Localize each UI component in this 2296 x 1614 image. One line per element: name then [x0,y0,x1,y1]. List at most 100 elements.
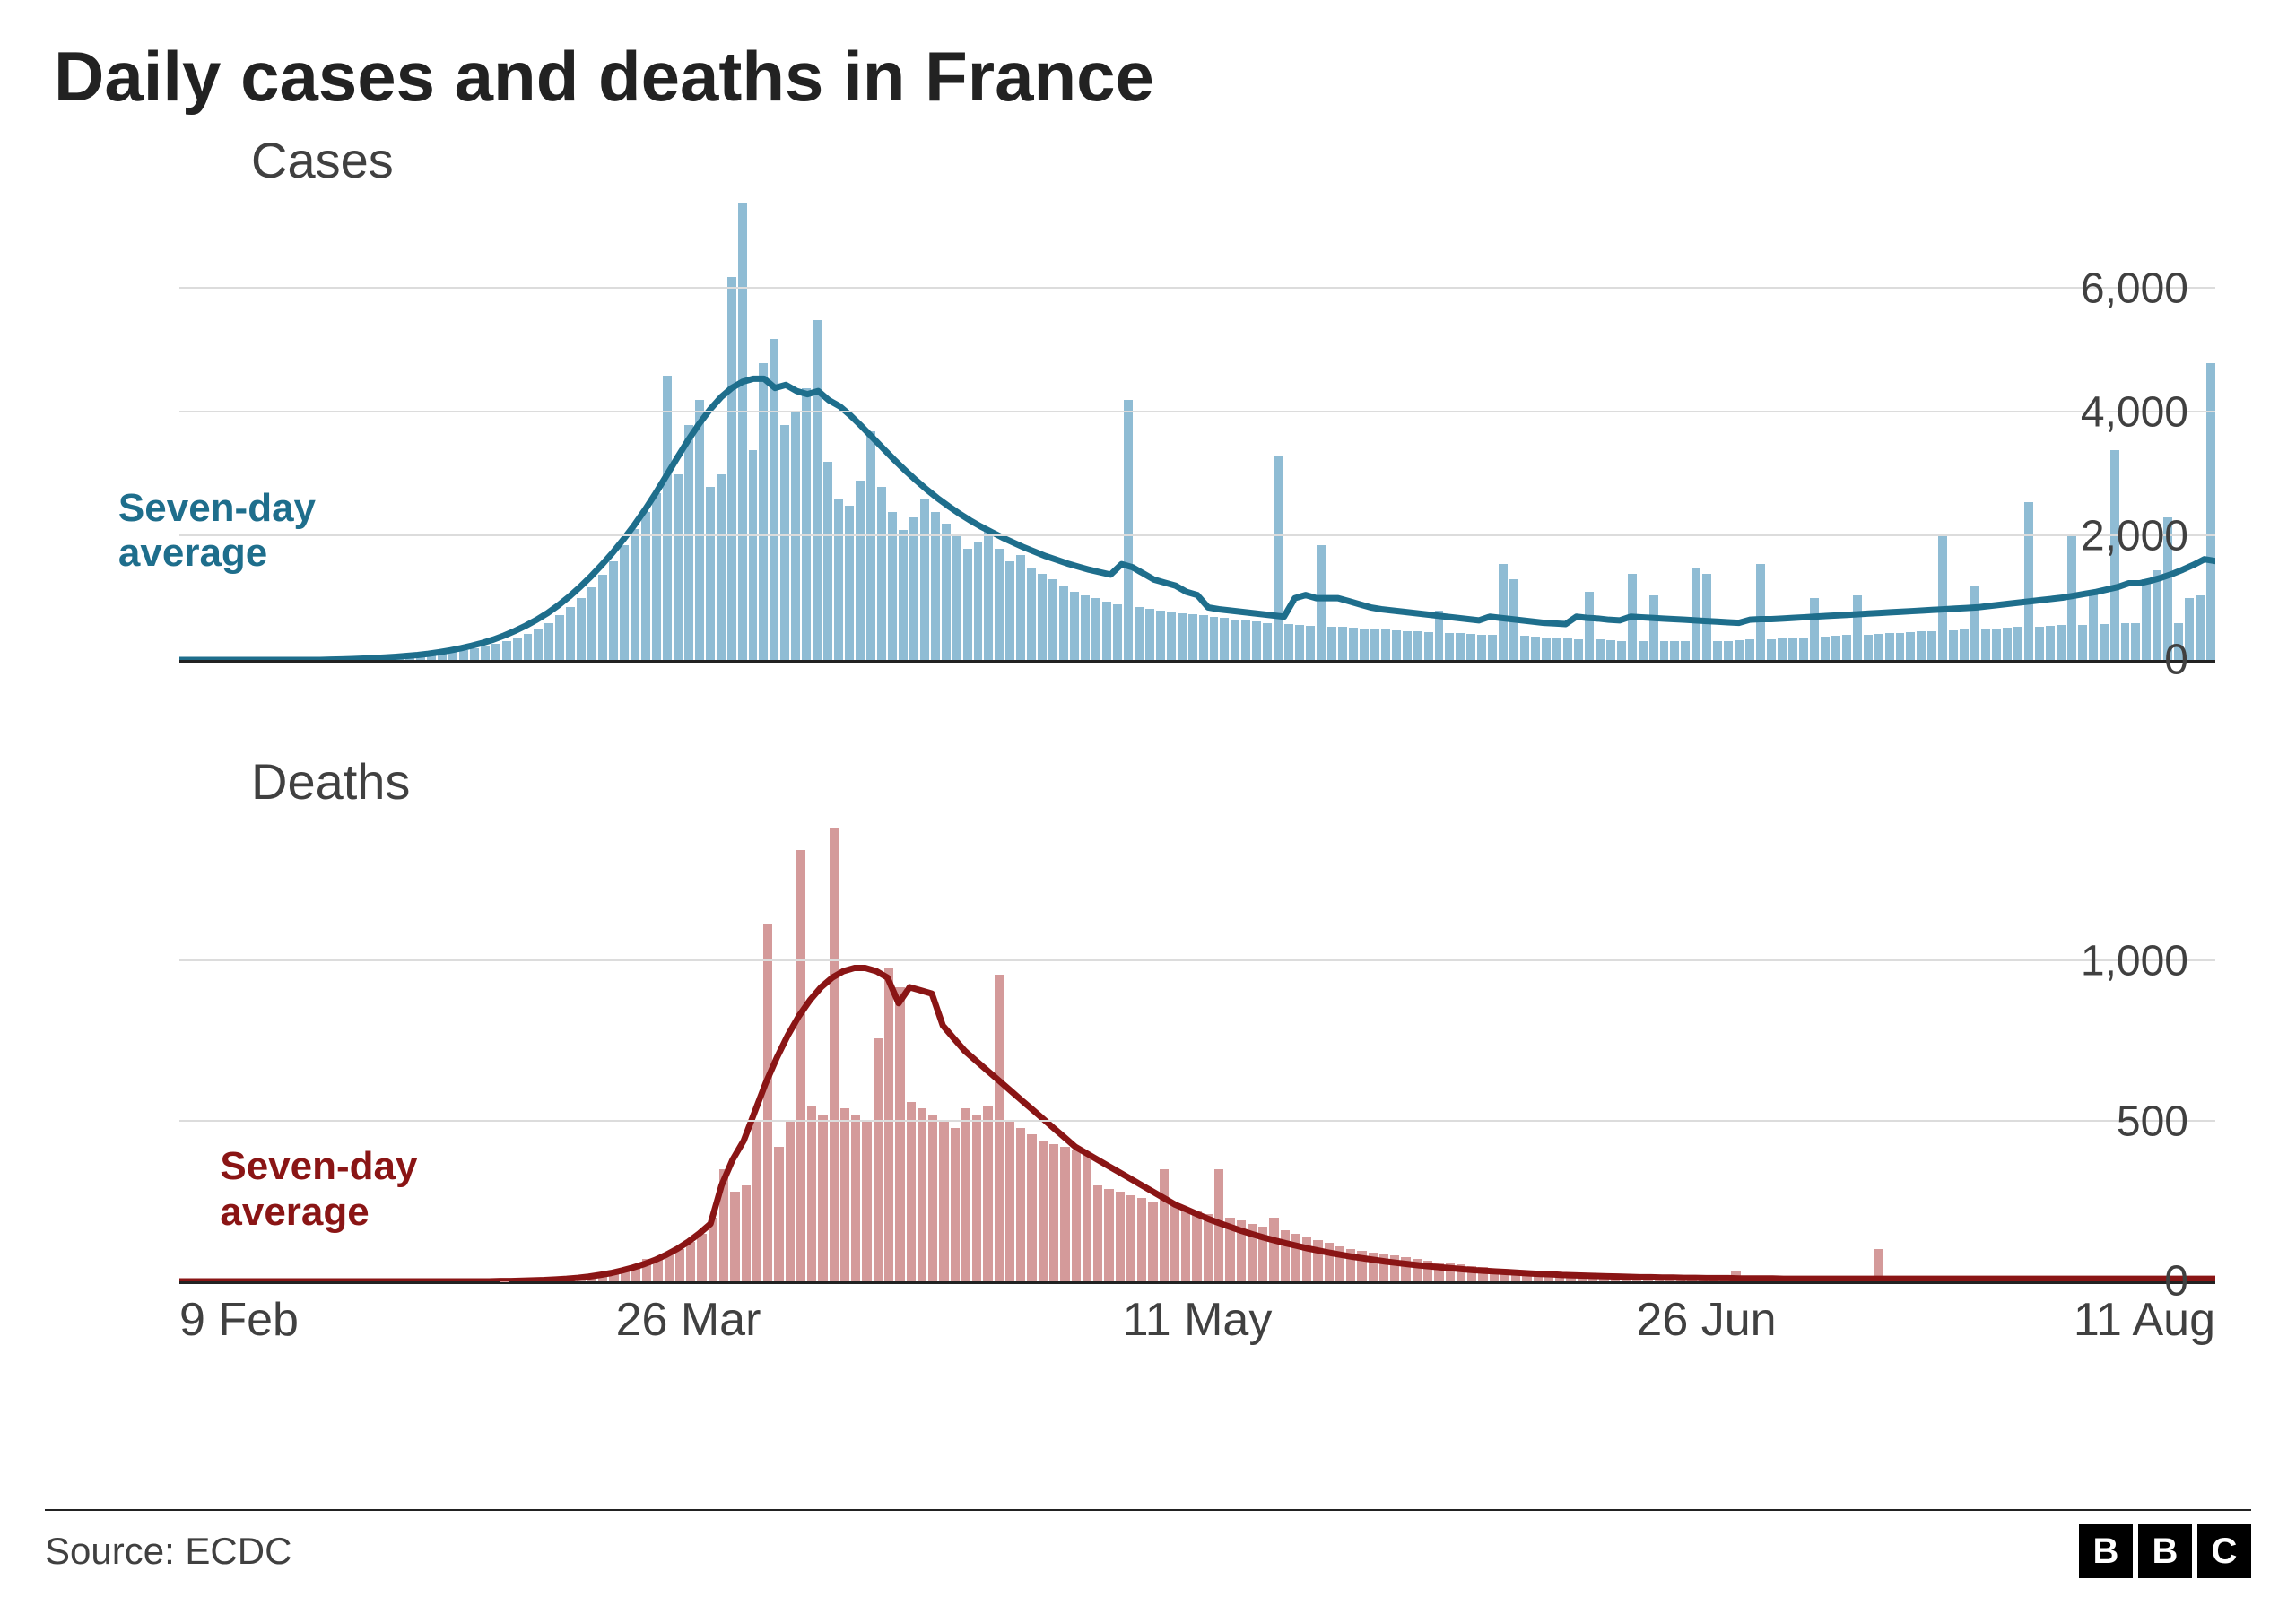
bar [652,493,661,660]
bar [1767,639,1776,660]
bar [1188,614,1197,660]
bar [1670,641,1679,660]
bar [1599,1276,1608,1281]
bar [2006,1280,2015,1281]
x-tick-label: 11 Aug [2074,1293,2215,1347]
bar [1720,1279,1729,1281]
bar [1349,628,1358,660]
bar [1606,640,1615,660]
bar [1499,564,1508,660]
bar [1885,633,1894,660]
cases-bars [179,196,2215,660]
bar [738,203,747,660]
bar [2089,592,2098,660]
bar [577,1277,586,1281]
bar [856,481,865,660]
bar [1369,1253,1378,1281]
bar [1116,1192,1125,1281]
bar [818,1115,827,1281]
bar [1906,632,1915,660]
bar [974,542,983,660]
bar [1776,1279,1785,1281]
bar [877,487,886,660]
bar [1081,595,1090,660]
bar [1241,620,1250,660]
y-tick-label: 6,000 [2081,265,2188,314]
bar [840,1108,849,1281]
bar [1820,1280,1829,1281]
bar [2127,1280,2136,1281]
bar [1016,1128,1025,1281]
bar [1005,1122,1014,1281]
bar [395,657,404,660]
bar [2117,1280,2126,1281]
bar [1962,1280,1971,1281]
bar [1027,568,1036,660]
footer: Source: ECDC BBC [45,1509,2251,1578]
gridline [179,959,2215,961]
bar [1284,624,1293,660]
bar [341,659,350,660]
bar [1810,598,1819,660]
bar [1660,641,1669,660]
bar [1511,1271,1520,1281]
bar [609,561,618,660]
bar [1214,1169,1223,1281]
bar [1269,1218,1278,1281]
bar [1821,637,1830,660]
bar [866,431,875,660]
bar [1735,640,1744,660]
bar [780,425,789,660]
bar [2078,625,2087,660]
bar [1327,627,1336,660]
bar [899,530,908,660]
bar [909,517,918,660]
bar [972,1115,981,1281]
bar [1048,579,1057,660]
gridline [179,287,2215,289]
bar [907,1102,916,1281]
bar [1745,639,1754,660]
bar [1952,1280,1961,1281]
y-tick-label: 2,000 [2081,512,2188,561]
bar [1753,1279,1762,1281]
bar [2150,1280,2159,1281]
bar [1665,1278,1674,1281]
bar [674,474,683,660]
bar [1531,637,1540,660]
bar [1941,1280,1950,1281]
bar [2105,1280,2114,1281]
bar [1713,641,1722,660]
bar [851,1115,860,1281]
bar [2205,1280,2213,1281]
bar [1500,1270,1509,1281]
bar [984,530,993,660]
bar [1435,611,1444,660]
bar [939,1122,948,1281]
bar [813,320,822,660]
bar [1263,623,1272,660]
bar [1520,636,1529,660]
bar [1509,579,1518,660]
bar [620,545,629,660]
bar [1731,1271,1740,1281]
bar [1060,1147,1069,1281]
bar [1611,1276,1620,1281]
bar [2017,1280,2026,1281]
bar [1156,611,1165,660]
bar [1552,638,1561,660]
x-tick-label: 26 Jun [1636,1293,1776,1347]
bar [1687,1278,1696,1281]
bar [1639,641,1648,660]
bar [416,655,425,660]
bar [1360,629,1369,660]
gridline [179,1120,2215,1122]
deaths-bars [179,818,2215,1281]
bar [884,968,893,1281]
bar [2196,595,2205,660]
bar [942,524,951,660]
bar [1204,1214,1213,1281]
y-tick-label: 0 [2164,636,2188,685]
bar [1295,625,1304,660]
deaths-chart: Deaths Seven-dayaverage 05001,000 [179,752,2215,1284]
